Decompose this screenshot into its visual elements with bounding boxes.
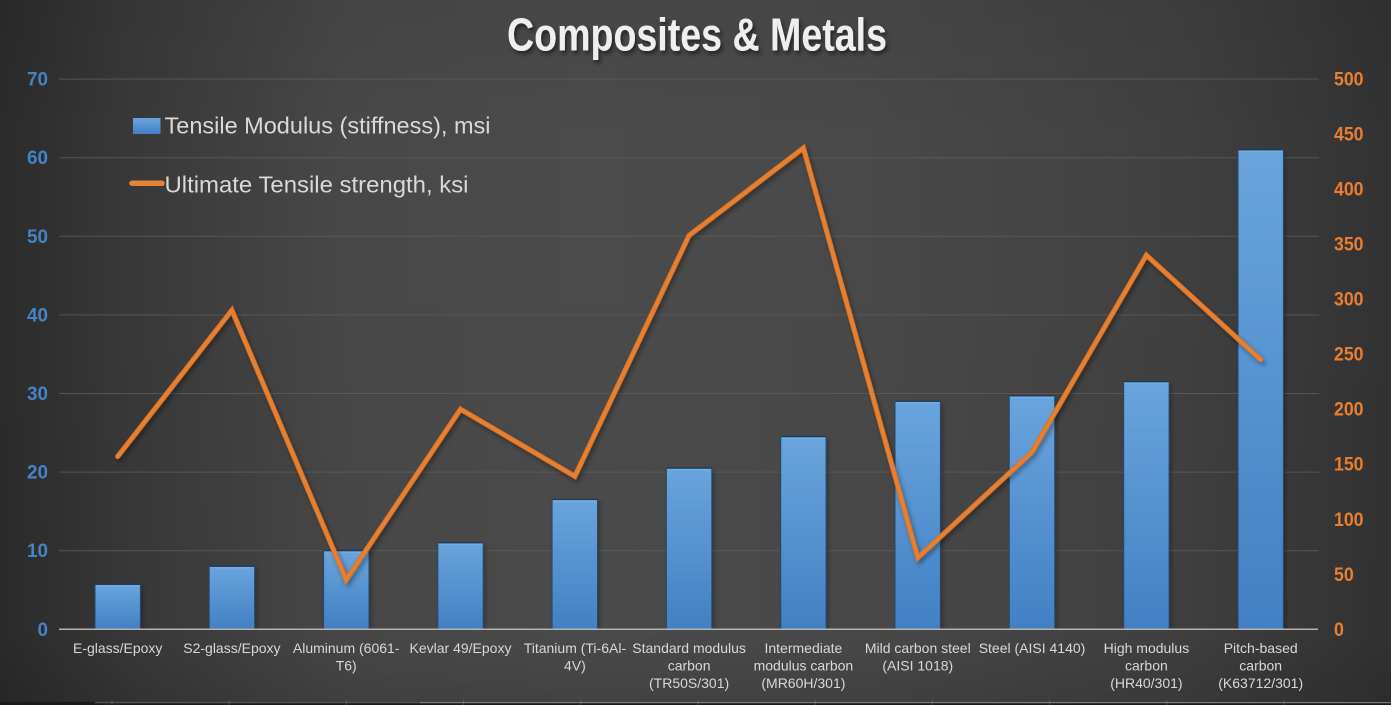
svg-text:4V): 4V) [564, 658, 586, 674]
svg-text:Pitch-based: Pitch-based [1224, 640, 1298, 656]
svg-text:70: 70 [27, 70, 48, 91]
svg-text:carbon: carbon [1239, 658, 1282, 674]
svg-text:450: 450 [1334, 125, 1364, 146]
svg-text:Composites & Metals: Composites & Metals [507, 9, 887, 61]
svg-text:50: 50 [1334, 565, 1354, 586]
svg-text:Steel (AISI 4140): Steel (AISI 4140) [979, 640, 1086, 656]
svg-text:carbon: carbon [668, 658, 711, 674]
svg-text:20: 20 [27, 463, 48, 484]
svg-text:0: 0 [38, 620, 49, 641]
svg-text:Titanium (Ti-6Al-: Titanium (Ti-6Al- [524, 640, 627, 656]
svg-text:Kevlar 49/Epoxy: Kevlar 49/Epoxy [410, 640, 512, 656]
svg-text:350: 350 [1334, 235, 1364, 256]
svg-text:0: 0 [1334, 620, 1344, 641]
svg-text:400: 400 [1334, 180, 1364, 201]
svg-text:100: 100 [1334, 510, 1364, 531]
svg-text:(TR50S/301): (TR50S/301) [649, 675, 729, 691]
svg-text:Ultimate Tensile strength, ksi: Ultimate Tensile strength, ksi [165, 172, 469, 198]
svg-text:Aluminum (6061-: Aluminum (6061- [293, 640, 400, 656]
svg-text:60: 60 [27, 148, 48, 169]
svg-text:50: 50 [27, 227, 48, 248]
svg-text:(K63712/301): (K63712/301) [1218, 675, 1303, 691]
svg-text:10: 10 [27, 541, 48, 562]
svg-text:Mild carbon steel: Mild carbon steel [865, 640, 971, 656]
svg-text:500: 500 [1334, 70, 1364, 91]
svg-text:200: 200 [1334, 400, 1364, 421]
svg-text:carbon: carbon [1125, 658, 1168, 674]
svg-text:Standard modulus: Standard modulus [632, 640, 746, 656]
svg-text:T6): T6) [336, 658, 357, 674]
svg-text:High modulus: High modulus [1104, 640, 1190, 656]
svg-text:(AISI 1018): (AISI 1018) [882, 658, 953, 674]
svg-text:E-glass/Epoxy: E-glass/Epoxy [73, 640, 162, 656]
svg-text:(MR60H/301): (MR60H/301) [761, 675, 845, 691]
svg-text:30: 30 [27, 384, 48, 405]
svg-text:modulus carbon: modulus carbon [754, 658, 854, 674]
svg-text:250: 250 [1334, 345, 1364, 366]
svg-text:Tensile Modulus (stiffness), m: Tensile Modulus (stiffness), msi [165, 113, 491, 139]
svg-text:S2-glass/Epoxy: S2-glass/Epoxy [183, 640, 280, 656]
svg-text:300: 300 [1334, 290, 1364, 311]
svg-text:(HR40/301): (HR40/301) [1110, 675, 1182, 691]
svg-text:40: 40 [27, 305, 48, 326]
svg-text:Intermediate: Intermediate [764, 640, 842, 656]
svg-text:150: 150 [1334, 455, 1364, 476]
